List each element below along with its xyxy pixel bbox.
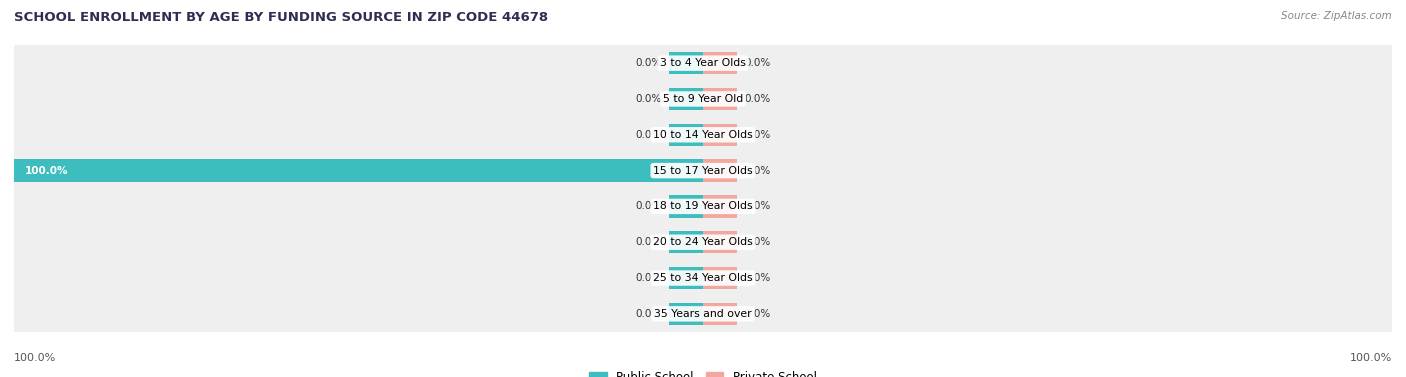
Text: 100.0%: 100.0% — [14, 353, 56, 363]
Bar — [14, 81, 1392, 117]
Text: 0.0%: 0.0% — [744, 58, 770, 68]
Bar — [703, 231, 738, 253]
Text: 18 to 19 Year Olds: 18 to 19 Year Olds — [654, 201, 752, 211]
Bar — [14, 117, 1392, 153]
Bar — [14, 45, 1392, 81]
Text: 0.0%: 0.0% — [636, 201, 662, 211]
Text: 0.0%: 0.0% — [744, 309, 770, 319]
Bar — [703, 267, 738, 289]
Bar — [14, 153, 1392, 188]
Bar — [14, 224, 1392, 260]
Text: 100.0%: 100.0% — [1350, 353, 1392, 363]
Bar — [669, 195, 703, 218]
Bar — [703, 88, 738, 110]
Text: 20 to 24 Year Olds: 20 to 24 Year Olds — [654, 237, 752, 247]
Bar — [669, 124, 703, 146]
Text: 10 to 14 Year Olds: 10 to 14 Year Olds — [654, 130, 752, 140]
Text: 100.0%: 100.0% — [24, 166, 67, 176]
Text: 0.0%: 0.0% — [744, 237, 770, 247]
Text: Source: ZipAtlas.com: Source: ZipAtlas.com — [1281, 11, 1392, 21]
Text: 0.0%: 0.0% — [744, 201, 770, 211]
Text: 0.0%: 0.0% — [744, 94, 770, 104]
Legend: Public School, Private School: Public School, Private School — [585, 366, 821, 377]
Text: 0.0%: 0.0% — [744, 166, 770, 176]
Bar — [14, 260, 1392, 296]
Bar — [14, 159, 703, 182]
Text: 0.0%: 0.0% — [636, 237, 662, 247]
Text: 15 to 17 Year Olds: 15 to 17 Year Olds — [654, 166, 752, 176]
Bar — [703, 52, 738, 74]
Bar — [703, 195, 738, 218]
Text: 3 to 4 Year Olds: 3 to 4 Year Olds — [659, 58, 747, 68]
Text: 0.0%: 0.0% — [744, 130, 770, 140]
Text: 0.0%: 0.0% — [636, 94, 662, 104]
Text: 0.0%: 0.0% — [744, 273, 770, 283]
Bar — [669, 52, 703, 74]
Bar — [669, 231, 703, 253]
Text: 25 to 34 Year Olds: 25 to 34 Year Olds — [654, 273, 752, 283]
Bar — [703, 124, 738, 146]
Text: 0.0%: 0.0% — [636, 130, 662, 140]
Text: 0.0%: 0.0% — [636, 273, 662, 283]
Text: 0.0%: 0.0% — [636, 309, 662, 319]
Bar — [703, 159, 738, 182]
Bar — [703, 303, 738, 325]
Bar — [14, 296, 1392, 332]
Text: 0.0%: 0.0% — [636, 58, 662, 68]
Text: 5 to 9 Year Old: 5 to 9 Year Old — [662, 94, 744, 104]
Bar — [669, 303, 703, 325]
Bar — [669, 267, 703, 289]
Text: 35 Years and over: 35 Years and over — [654, 309, 752, 319]
Bar — [14, 188, 1392, 224]
Bar — [669, 88, 703, 110]
Text: SCHOOL ENROLLMENT BY AGE BY FUNDING SOURCE IN ZIP CODE 44678: SCHOOL ENROLLMENT BY AGE BY FUNDING SOUR… — [14, 11, 548, 24]
